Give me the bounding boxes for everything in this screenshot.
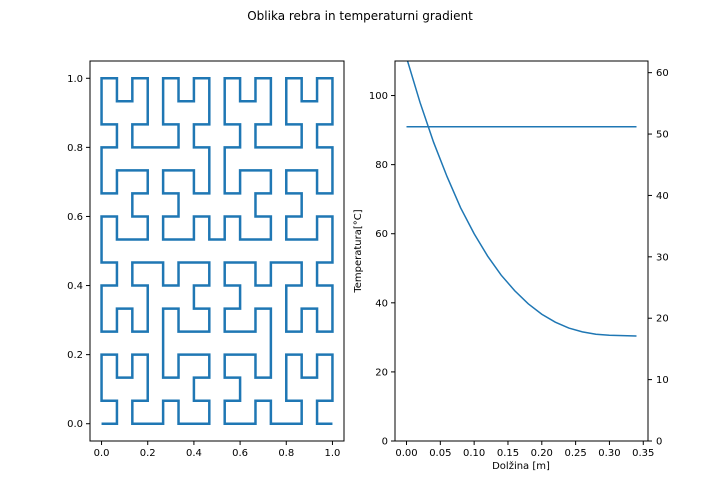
- temperature-y2-tick-label: 50: [656, 130, 669, 141]
- temperature-x-ticks: 0.00 0.05 0.10 0.15 0.20 0.25 0.30 0.35: [395, 441, 654, 459]
- fin-shape-y-ticks: 0.0 0.2 0.4 0.6 0.8 1.0: [67, 74, 90, 430]
- temperature-y-tick-label: 0: [382, 437, 388, 448]
- temperature-axes-frame: [394, 60, 649, 442]
- fin-shape-x-tick-label: 0.8: [278, 448, 294, 459]
- fin-shape-x-tick-label: 0.6: [232, 448, 248, 459]
- fin-shape-curve: [100, 77, 334, 425]
- fin-shape-plot-area: [100, 77, 334, 425]
- fin-shape-panel: 0.0 0.2 0.4 0.6 0.8 1.0 0.0 0.2 0.4 0.6 0.8 1.0: [67, 60, 345, 459]
- temperature-y2-tick-label: 0: [656, 437, 662, 448]
- fin-shape-x-tick-label: 1.0: [325, 448, 341, 459]
- temperature-y-tick-label: 80: [375, 160, 388, 171]
- temperature-y2-tick-label: 30: [656, 252, 669, 263]
- temperature-x-tick-label: 0.30: [598, 448, 620, 459]
- fin-shape-y-tick-label: 0.6: [67, 212, 83, 223]
- temperature-x-tick-label: 0.15: [497, 448, 519, 459]
- temperature-plot-area: [406, 61, 637, 337]
- temperature-curve: [406, 61, 637, 337]
- fin-shape-x-tick-label: 0.0: [94, 448, 110, 459]
- temperature-y2-tick-label: 60: [656, 68, 669, 79]
- temperature-y-tick-label: 60: [375, 229, 388, 240]
- fin-shape-x-tick-label: 0.4: [186, 448, 202, 459]
- fin-shape-y-tick-label: 0.4: [67, 281, 83, 292]
- temperature-x-tick-label: 0.05: [429, 448, 451, 459]
- temperature-x-tick-label: 0.20: [531, 448, 553, 459]
- temperature-y2-tick-label: 40: [656, 191, 669, 202]
- fin-shape-axes-frame: [89, 60, 345, 442]
- fin-shape-x-ticks: 0.0 0.2 0.4 0.6 0.8 1.0: [94, 441, 341, 459]
- temperature-x-label: Dolžina [m]: [492, 460, 550, 472]
- temperature-y2-tick-label: 20: [656, 314, 669, 325]
- fin-shape-y-tick-label: 0.0: [67, 419, 83, 430]
- temperature-x-tick-label: 0.35: [632, 448, 654, 459]
- temperature-y-ticks: 0 20 40 60 80 100: [369, 91, 395, 448]
- temperature-y2-ticks: 0 10 20 30 40 50 60: [648, 68, 669, 448]
- temperature-y2-tick-label: 10: [656, 375, 669, 386]
- temperature-panel: 0.00 0.05 0.10 0.15 0.20 0.25 0.30 0.35 0 20 40 60…: [353, 60, 669, 472]
- fin-shape-y-tick-label: 1.0: [67, 74, 83, 85]
- fin-shape-x-tick-label: 0.2: [140, 448, 156, 459]
- temperature-y-tick-label: 40: [375, 298, 388, 309]
- temperature-y-tick-label: 100: [369, 91, 388, 102]
- temperature-y-tick-label: 20: [375, 367, 388, 378]
- fin-shape-y-tick-label: 0.8: [67, 143, 83, 154]
- fin-shape-y-tick-label: 0.2: [67, 350, 83, 361]
- temperature-x-tick-label: 0.10: [463, 448, 485, 459]
- figure-title: Oblika rebra in temperaturni gradient: [247, 9, 473, 23]
- temperature-x-tick-label: 0.25: [564, 448, 586, 459]
- temperature-x-tick-label: 0.00: [395, 448, 417, 459]
- temperature-y-label: Temperatura[°C]: [353, 209, 364, 293]
